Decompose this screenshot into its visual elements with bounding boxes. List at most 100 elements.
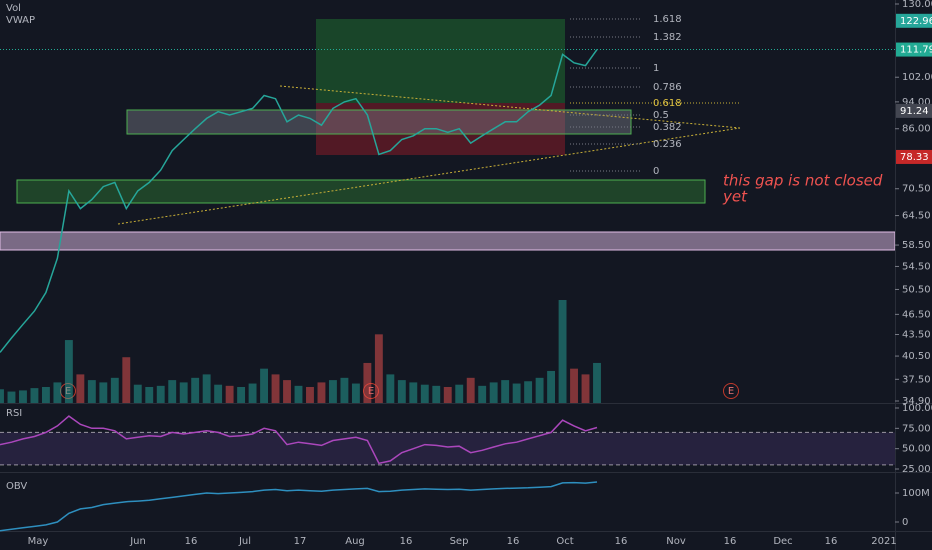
volume-bar <box>87 380 96 403</box>
volume-bar <box>547 370 556 403</box>
volume-bar <box>0 389 4 403</box>
fib-label: 0.618 <box>653 98 682 109</box>
panel-title: OBV <box>6 481 27 492</box>
y-tick-label: 100.00 <box>902 403 932 414</box>
volume-bar <box>397 380 406 403</box>
fib-label: 0.5 <box>653 110 669 121</box>
volume-bar <box>455 384 464 403</box>
volume-bar <box>191 377 200 403</box>
x-tick-label: 16 <box>724 536 737 547</box>
earnings-label: E <box>728 386 734 397</box>
support-band <box>0 231 896 251</box>
price-tag-label: 111.79 <box>900 45 932 56</box>
y-tick-label: 75.00 <box>902 423 931 434</box>
x-tick-label: 16 <box>507 536 520 547</box>
volume-bar <box>237 386 246 403</box>
volume-bar <box>432 385 441 403</box>
volume-bar <box>76 374 85 403</box>
volume-bar <box>558 300 567 403</box>
x-tick-label: Nov <box>666 536 686 547</box>
volume-bar <box>156 385 165 403</box>
fib-label: 0.382 <box>653 122 682 133</box>
volume-bar <box>7 391 16 403</box>
volume-bar <box>110 377 119 403</box>
price-tag <box>896 13 932 28</box>
volume-bar <box>340 377 349 403</box>
annotation: yet <box>722 188 748 206</box>
x-tick-label: 2021 <box>871 536 896 547</box>
loss-zone <box>316 103 565 155</box>
volume-bar <box>386 374 395 403</box>
y-tick-label: 100M <box>902 488 930 499</box>
volume-bar <box>214 384 223 403</box>
volume-bar <box>363 362 372 403</box>
price-line <box>0 415 598 465</box>
volume-bar <box>351 383 360 403</box>
x-tick-label: Aug <box>345 536 365 547</box>
price-tag <box>896 42 932 57</box>
fib-label: 0.786 <box>653 82 682 93</box>
x-tick-label: 16 <box>615 536 628 547</box>
volume-bar <box>409 382 418 403</box>
volume-bar <box>512 383 521 403</box>
volume-bar <box>466 377 475 403</box>
volume-bar <box>501 380 510 403</box>
volume-bar <box>168 380 177 403</box>
x-tick-label: 17 <box>294 536 307 547</box>
y-tick-label: 34.90 <box>902 396 931 407</box>
volume-bar <box>99 382 108 403</box>
earnings-marker <box>723 383 739 399</box>
fib-label: 0 <box>653 166 659 177</box>
price-tag <box>896 149 932 164</box>
volume-bar <box>260 368 269 403</box>
fib-label: 0.236 <box>653 139 682 150</box>
volume-bar <box>317 382 326 403</box>
y-tick-label: 46.50 <box>902 309 931 320</box>
volume-bar <box>202 374 211 403</box>
x-tick-label: Jul <box>238 536 251 547</box>
volume-bar <box>489 382 498 403</box>
legend-label: VWAP <box>6 15 35 26</box>
y-tick-label: 102.00 <box>902 72 932 83</box>
panel-title: RSI <box>6 408 22 419</box>
volume-bar <box>64 340 73 403</box>
price-tag-label: 78.33 <box>900 152 929 163</box>
volume-bar <box>420 384 429 403</box>
legend-label: Vol <box>6 3 21 14</box>
y-tick-label: 94.00 <box>902 97 931 108</box>
volume-bar <box>374 334 383 403</box>
rsi-band <box>0 432 895 465</box>
volume-bar <box>225 385 234 403</box>
y-tick-label: 86.00 <box>902 124 931 135</box>
volume-bar <box>30 388 39 403</box>
x-tick-label: Oct <box>556 536 573 547</box>
volume-bar <box>248 383 257 403</box>
fib-label: 1 <box>653 63 659 74</box>
x-tick-label: Dec <box>773 536 792 547</box>
y-tick-label: 50.50 <box>902 284 931 295</box>
volume-bar <box>524 381 533 403</box>
volume-bar <box>19 390 27 403</box>
y-tick-label: 50.00 <box>902 444 931 455</box>
trend-line <box>279 85 741 129</box>
volume-bar <box>581 374 590 403</box>
annotation: this gap is not closed <box>723 172 883 190</box>
volume-bar <box>122 357 131 403</box>
price-line <box>0 49 598 353</box>
price-tag-label: 91.24 <box>900 106 929 117</box>
volume-bar <box>593 362 601 403</box>
fib-label: 1.382 <box>653 32 682 43</box>
volume-bar <box>41 386 50 403</box>
y-tick-label: 25.00 <box>902 464 931 475</box>
price-tag <box>896 103 932 118</box>
volume-bar <box>535 377 544 403</box>
x-tick-label: Sep <box>450 536 469 547</box>
price-tag-label: 122.96 <box>900 16 932 27</box>
fib-label: 1.618 <box>653 14 682 25</box>
volume-bar <box>294 385 303 403</box>
y-tick-label: 40.50 <box>902 351 931 362</box>
volume-bar <box>306 386 314 403</box>
volume-bar <box>53 382 62 403</box>
price-line <box>0 481 598 532</box>
